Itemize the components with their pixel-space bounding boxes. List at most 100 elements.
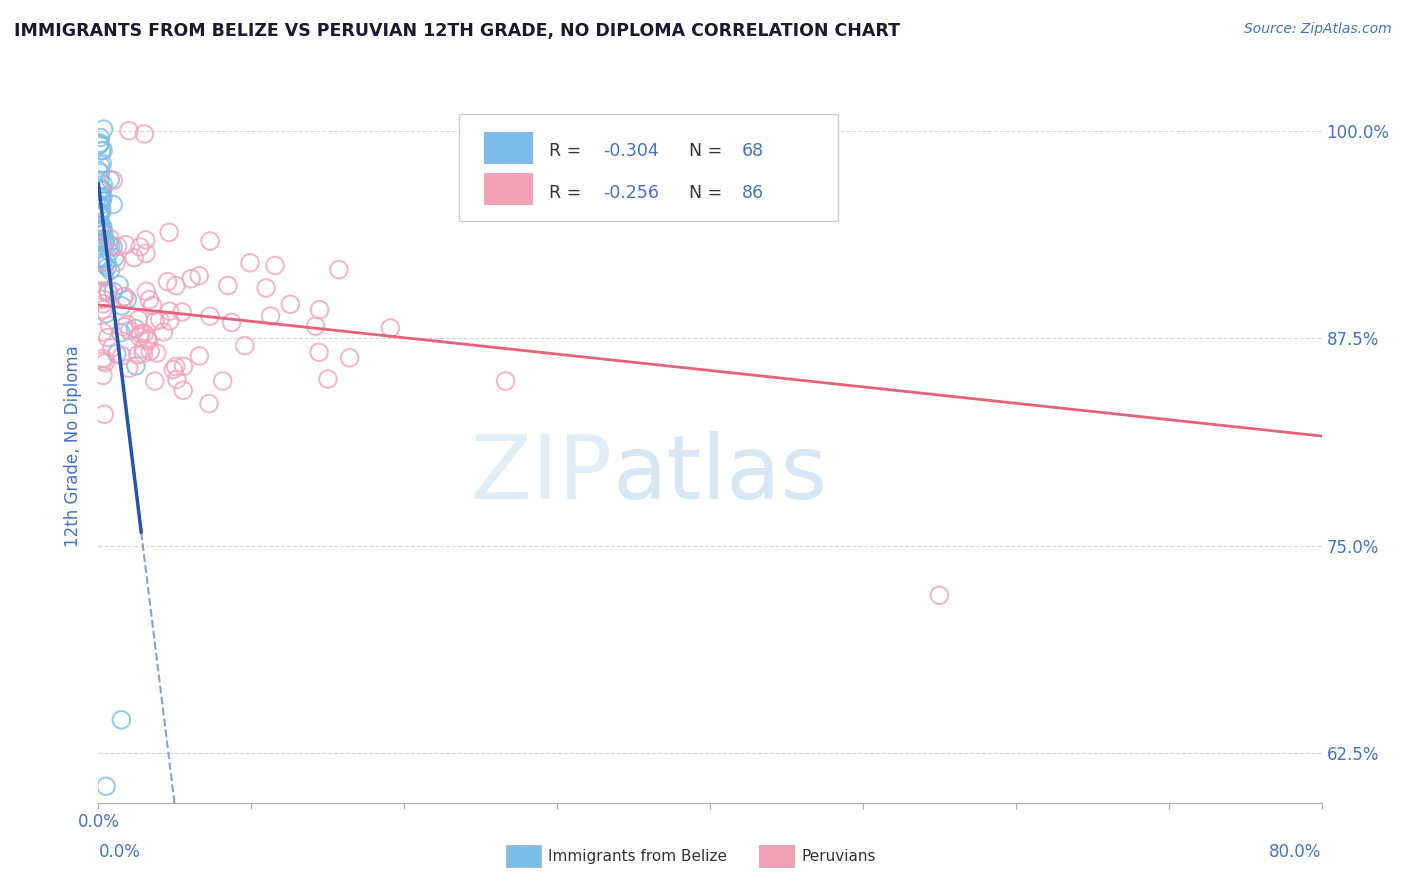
FancyBboxPatch shape — [484, 173, 533, 205]
Text: 68: 68 — [742, 143, 763, 161]
Point — [91, 218, 114, 232]
Point — [143, 374, 166, 388]
Point — [108, 277, 131, 292]
Point — [173, 359, 195, 374]
Point — [129, 326, 152, 341]
Point — [127, 348, 149, 362]
Point — [162, 362, 184, 376]
Point — [145, 346, 167, 360]
Point — [90, 205, 112, 219]
Point — [98, 231, 121, 245]
Text: N =: N = — [689, 143, 728, 161]
Point — [91, 270, 114, 285]
Point — [138, 334, 160, 348]
Point — [87, 207, 110, 221]
Point — [149, 313, 172, 327]
Point — [304, 319, 326, 334]
Point — [172, 305, 194, 319]
Text: N =: N = — [689, 184, 728, 202]
Point — [105, 255, 128, 269]
Point — [101, 240, 124, 254]
Point — [91, 284, 114, 298]
Point — [91, 325, 114, 339]
Point — [180, 271, 202, 285]
Point — [198, 396, 221, 410]
Text: atlas: atlas — [612, 431, 827, 518]
FancyBboxPatch shape — [460, 114, 838, 221]
Point — [89, 166, 111, 180]
Point — [87, 163, 110, 178]
Point — [89, 198, 111, 212]
Point — [259, 309, 281, 323]
Point — [127, 312, 149, 326]
Point — [90, 206, 112, 220]
Point — [110, 713, 132, 727]
Point — [111, 349, 134, 363]
Point — [125, 359, 148, 373]
Point — [159, 304, 181, 318]
Point — [93, 407, 115, 421]
Point — [89, 158, 111, 172]
Point — [339, 351, 361, 365]
Point — [89, 130, 111, 145]
Point — [122, 251, 145, 265]
Text: -0.304: -0.304 — [603, 143, 659, 161]
Point — [128, 330, 150, 344]
Point — [89, 136, 111, 150]
Text: 86: 86 — [742, 184, 763, 202]
Point — [91, 144, 114, 158]
Point — [117, 293, 139, 307]
Point — [96, 307, 118, 321]
Text: IMMIGRANTS FROM BELIZE VS PERUVIAN 12TH GRADE, NO DIPLOMA CORRELATION CHART: IMMIGRANTS FROM BELIZE VS PERUVIAN 12TH … — [14, 22, 900, 40]
Point — [97, 236, 120, 251]
Point — [143, 314, 166, 328]
Point — [91, 235, 114, 249]
Point — [328, 262, 350, 277]
Text: Source: ZipAtlas.com: Source: ZipAtlas.com — [1244, 22, 1392, 37]
Point — [166, 372, 188, 386]
Point — [90, 183, 112, 197]
Point — [91, 194, 114, 208]
Point — [135, 246, 157, 260]
Point — [156, 275, 179, 289]
Point — [159, 314, 181, 328]
Point — [111, 299, 134, 313]
Point — [157, 225, 180, 239]
Point — [188, 349, 211, 363]
Point — [89, 220, 111, 235]
Point — [198, 310, 221, 324]
Point — [89, 181, 111, 195]
Point — [152, 325, 174, 339]
Point — [141, 299, 163, 313]
Point — [198, 234, 221, 248]
Point — [928, 588, 950, 602]
Text: 80.0%: 80.0% — [1270, 843, 1322, 861]
Point — [118, 324, 141, 338]
Point — [91, 221, 114, 235]
Point — [165, 278, 187, 293]
Point — [308, 345, 330, 359]
Point — [138, 293, 160, 307]
Point — [103, 173, 125, 187]
Point — [316, 372, 339, 386]
Point — [97, 284, 120, 298]
Point — [107, 239, 129, 253]
Point — [101, 197, 124, 211]
Point — [188, 268, 211, 283]
Point — [115, 318, 138, 332]
Point — [136, 332, 159, 346]
Point — [278, 297, 301, 311]
Point — [93, 232, 115, 246]
Point — [103, 285, 125, 299]
Point — [217, 278, 239, 293]
Point — [91, 190, 114, 204]
Point — [90, 225, 112, 239]
Point — [87, 232, 110, 246]
Point — [91, 351, 114, 366]
FancyBboxPatch shape — [484, 132, 533, 164]
Point — [308, 302, 330, 317]
Point — [495, 374, 517, 388]
Point — [93, 122, 115, 136]
Point — [90, 268, 112, 282]
Point — [135, 285, 157, 299]
